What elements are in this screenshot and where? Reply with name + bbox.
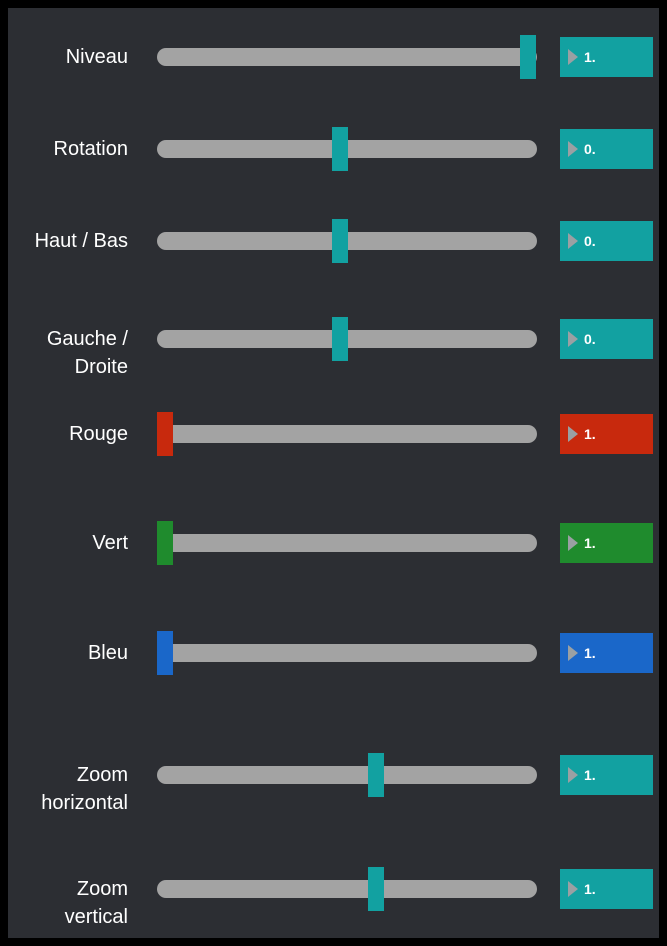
slider-knob[interactable]: [332, 219, 348, 263]
value-text: 0.: [584, 331, 596, 347]
slider-knob[interactable]: [157, 521, 173, 565]
slider-track[interactable]: [157, 644, 537, 662]
play-icon: [568, 881, 578, 897]
value-text: 1.: [584, 881, 596, 897]
play-icon: [568, 426, 578, 442]
play-icon: [568, 233, 578, 249]
value-box[interactable]: 1.: [560, 869, 653, 909]
play-icon: [568, 49, 578, 65]
slider-label: Rouge: [69, 423, 128, 445]
settings-panel: Niveau 1. Rotation 0. Haut / Bas 0. Gauche / D…: [8, 8, 659, 938]
slider-knob[interactable]: [520, 35, 536, 79]
value-box[interactable]: 1.: [560, 755, 653, 795]
slider-knob[interactable]: [332, 127, 348, 171]
play-icon: [568, 767, 578, 783]
play-icon: [568, 535, 578, 551]
play-icon: [568, 645, 578, 661]
value-box[interactable]: 1.: [560, 414, 653, 454]
value-text: 1.: [584, 645, 596, 661]
slider-knob[interactable]: [368, 867, 384, 911]
slider-knob[interactable]: [157, 631, 173, 675]
value-box[interactable]: 0.: [560, 221, 653, 261]
value-box[interactable]: 1.: [560, 633, 653, 673]
slider-label: Rotation: [53, 138, 129, 160]
play-icon: [568, 331, 578, 347]
value-text: 1.: [584, 426, 596, 442]
slider-label: Gauche / Droite: [46, 328, 128, 378]
slider-label: Zoom vertical: [64, 878, 128, 928]
slider-label: Vert: [92, 532, 128, 554]
slider-track[interactable]: [157, 534, 537, 552]
slider-label: Bleu: [87, 642, 128, 664]
value-text: 0.: [584, 141, 596, 157]
slider-label: Zoom horizontal: [41, 764, 128, 814]
slider-label: Haut / Bas: [34, 230, 128, 252]
value-text: 0.: [584, 233, 596, 249]
value-box[interactable]: 0.: [560, 319, 653, 359]
slider-track[interactable]: [157, 766, 537, 784]
slider-label: Niveau: [65, 46, 128, 68]
slider-knob[interactable]: [332, 317, 348, 361]
slider-knob[interactable]: [368, 753, 384, 797]
slider-knob[interactable]: [157, 412, 173, 456]
value-box[interactable]: 1.: [560, 37, 653, 77]
play-icon: [568, 141, 578, 157]
value-text: 1.: [584, 767, 596, 783]
value-box[interactable]: 1.: [560, 523, 653, 563]
value-box[interactable]: 0.: [560, 129, 653, 169]
slider-track[interactable]: [157, 48, 537, 66]
value-text: 1.: [584, 49, 596, 65]
slider-track[interactable]: [157, 425, 537, 443]
slider-track[interactable]: [157, 880, 537, 898]
value-text: 1.: [584, 535, 596, 551]
